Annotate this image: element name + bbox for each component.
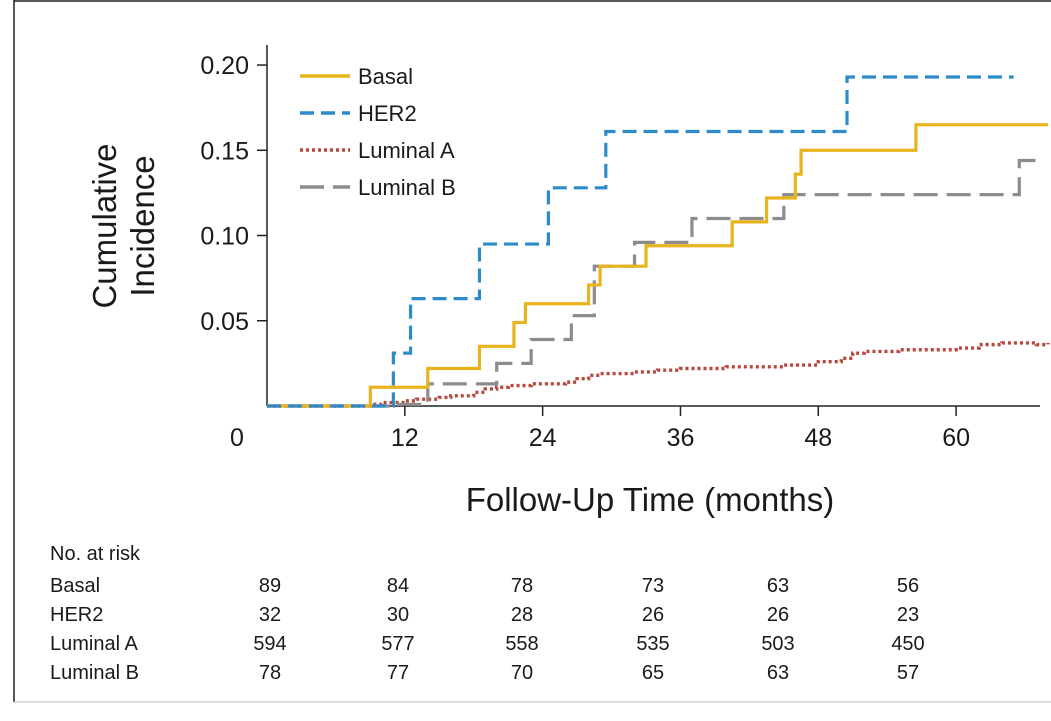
legend-label: Basal <box>358 64 413 89</box>
risk-table-cell: 32 <box>259 604 281 626</box>
y-axis-title-line2: Incidence <box>124 155 161 296</box>
risk-table-cell: 78 <box>259 662 281 684</box>
risk-row-label: HER2 <box>50 604 103 626</box>
legend-label: HER2 <box>358 101 417 126</box>
risk-table-cell: 57 <box>897 662 919 684</box>
risk-table-cell: 450 <box>891 633 924 655</box>
risk-table-cell: 594 <box>253 633 286 655</box>
risk-table-cell: 503 <box>761 633 794 655</box>
x-tick-label: 48 <box>804 424 832 452</box>
risk-table-cell: 63 <box>767 575 789 597</box>
risk-table-cell: 70 <box>511 662 533 684</box>
risk-table-cell: 73 <box>642 575 664 597</box>
x-tick-label: 12 <box>391 424 419 452</box>
series-line-basal <box>267 123 1048 408</box>
risk-table-cell: 26 <box>642 604 664 626</box>
risk-table-cell: 577 <box>381 633 414 655</box>
risk-table-cell: 65 <box>642 662 664 684</box>
risk-table-cell: 84 <box>387 575 409 597</box>
risk-table-cell: 77 <box>387 662 409 684</box>
series-line-luminal-a <box>267 341 1050 408</box>
y-tick-label: 0.05 <box>200 308 249 336</box>
y-tick-label: 0.10 <box>200 223 249 251</box>
x-tick-label: 36 <box>667 424 695 452</box>
legend-label: Luminal A <box>358 138 455 163</box>
risk-table-cell: 23 <box>897 604 919 626</box>
risk-table-cell: 26 <box>767 604 789 626</box>
risk-table-cell: 89 <box>259 575 281 597</box>
risk-row-label: Luminal A <box>50 633 138 655</box>
x-axis-title: Follow-Up Time (months) <box>466 481 835 518</box>
x-tick-label: 0 <box>230 424 244 452</box>
series-line-luminal-b <box>267 158 1037 408</box>
risk-table-cell: 56 <box>897 575 919 597</box>
legend-label: Luminal B <box>358 175 456 200</box>
risk-table-cell: 535 <box>636 633 669 655</box>
y-tick-label: 0.15 <box>200 137 249 165</box>
y-tick-label: 0.20 <box>200 52 249 80</box>
risk-table-cell: 558 <box>505 633 538 655</box>
risk-row-label: Basal <box>50 575 100 597</box>
y-axis-title-line1: Cumulative <box>86 143 123 308</box>
risk-table-title: No. at risk <box>50 543 141 565</box>
risk-table-cell: 63 <box>767 662 789 684</box>
series-line-her2 <box>267 75 1014 408</box>
risk-table-cell: 28 <box>511 604 533 626</box>
risk-table-cell: 30 <box>387 604 409 626</box>
x-tick-label: 60 <box>942 424 970 452</box>
x-tick-label: 24 <box>529 424 557 452</box>
risk-table-cell: 78 <box>511 575 533 597</box>
risk-row-label: Luminal B <box>50 662 139 684</box>
